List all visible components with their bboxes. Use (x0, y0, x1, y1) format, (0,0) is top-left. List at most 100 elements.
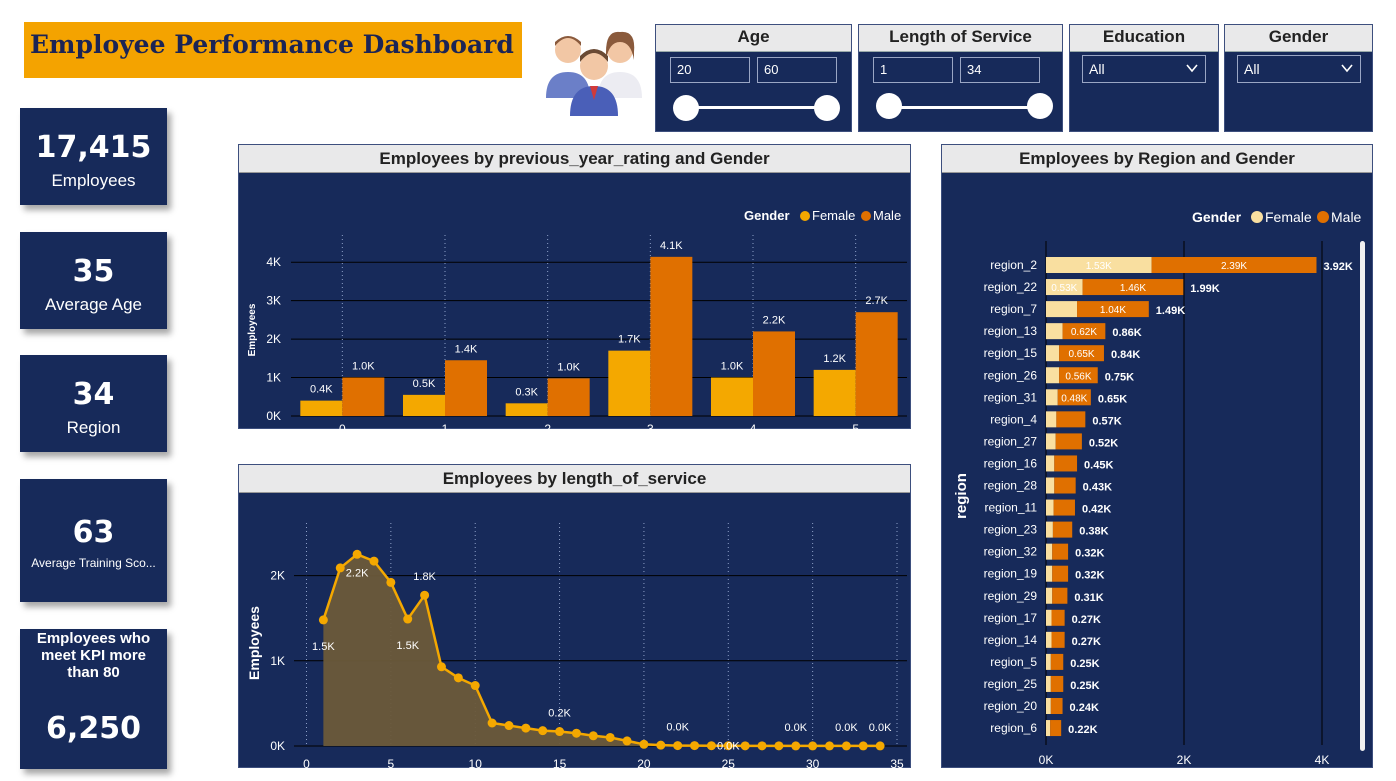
region-label: region_32 (984, 545, 1038, 559)
data-point (571, 728, 581, 738)
region-label: region_19 (984, 567, 1038, 581)
age-slider-max-handle[interactable] (814, 95, 840, 121)
legend-female-label: Female (812, 208, 855, 223)
point-data-label: 0.0K (666, 722, 689, 734)
total-data-label: 0.22K (1068, 724, 1097, 736)
female-data-label: 1.53K (1086, 261, 1112, 272)
male-bar (1052, 543, 1069, 560)
female-bar (1046, 653, 1051, 670)
bar-data-label: 0.4K (310, 384, 333, 396)
region-label: region_17 (984, 611, 1038, 625)
data-point (369, 556, 379, 566)
region-label: region_27 (984, 434, 1038, 448)
x-tick-label: 0 (339, 422, 346, 429)
service-slicer-title: Length of Service (859, 25, 1062, 52)
male-bar (1056, 411, 1086, 428)
region-label: region_25 (984, 677, 1038, 691)
region-label: region_6 (990, 721, 1037, 735)
female-bar (608, 350, 651, 416)
male-bar (1054, 455, 1078, 472)
average-age-card: 35 Average Age (20, 232, 167, 329)
region-label: region_31 (984, 390, 1038, 404)
education-dropdown[interactable]: All (1082, 55, 1206, 83)
region-label: region_13 (984, 324, 1038, 338)
service-max-input[interactable]: 34 (960, 57, 1040, 83)
age-max-input[interactable]: 60 (757, 57, 837, 83)
region-chart-title: Employees by Region and Gender (942, 145, 1372, 173)
region-card: 34 Region (20, 355, 167, 452)
y-tick-label: 0K (266, 409, 281, 423)
bar-data-label: 1.2K (823, 353, 846, 365)
point-data-label: 2.2K (346, 567, 369, 579)
total-data-label: 0.31K (1074, 592, 1103, 604)
point-data-label: 1.8K (413, 571, 436, 583)
male-bar (855, 312, 898, 416)
data-point (403, 614, 413, 624)
y-axis-title: Employees (247, 303, 258, 356)
x-tick-label: 15 (553, 757, 567, 768)
male-bar (1054, 477, 1076, 494)
region-value: 34 (72, 377, 115, 412)
male-data-label: 1.46K (1120, 283, 1146, 294)
x-tick-label: 35 (890, 757, 904, 768)
region-label: region_26 (984, 368, 1038, 382)
service-slider-min-handle[interactable] (876, 93, 902, 119)
data-point (740, 741, 750, 751)
point-data-label: 0.0K (717, 741, 740, 753)
total-data-label: 0.24K (1070, 702, 1099, 714)
female-bar (1046, 433, 1056, 450)
bar-data-label: 1.4K (455, 343, 478, 355)
data-point (622, 736, 632, 746)
legend-male-label: Male (1331, 209, 1362, 225)
employees-value: 17,415 (35, 130, 152, 165)
total-data-label: 0.86K (1112, 327, 1141, 339)
female-bar (1046, 499, 1054, 516)
gender-dropdown[interactable]: All (1237, 55, 1361, 83)
legend-title: Gender (744, 208, 790, 223)
x-tick-label: 5 (388, 757, 395, 768)
male-bar (1082, 279, 1184, 296)
male-data-label: 0.62K (1071, 327, 1097, 338)
service-slicer: Length of Service 1 34 (858, 24, 1063, 132)
data-point (555, 727, 565, 737)
y-tick-label: 2K (266, 332, 281, 346)
age-slider-min-handle[interactable] (673, 95, 699, 121)
data-point (335, 563, 345, 573)
total-data-label: 0.38K (1079, 526, 1108, 538)
female-bar (300, 400, 343, 416)
age-slider-track[interactable] (686, 106, 826, 109)
data-point (875, 741, 885, 751)
training-score-card: 63 Average Training Sco... (20, 479, 167, 602)
service-min-input[interactable]: 1 (873, 57, 953, 83)
female-bar (1046, 301, 1078, 318)
legend-male-marker (861, 211, 871, 221)
female-bar (1046, 675, 1051, 692)
dashboard-title-box: Employee Performance Dashboard (24, 22, 522, 78)
female-bar (1046, 565, 1053, 582)
data-point (487, 718, 497, 728)
y-tick-label: 0K (270, 739, 285, 753)
total-data-label: 0.52K (1089, 437, 1118, 449)
training-score-label: Average Training Sco... (31, 556, 156, 570)
bar-data-label: 1.0K (557, 361, 580, 373)
rating-chart: Gender Female Male 0K 1K 2K 3K 4K Employees 0.4K 1… (247, 208, 907, 454)
female-bar (1046, 389, 1058, 406)
service-slider-track[interactable] (889, 106, 1039, 109)
region-label: region_7 (990, 302, 1037, 316)
age-min-input[interactable]: 20 (670, 57, 750, 83)
service-slider-max-handle[interactable] (1027, 93, 1053, 119)
female-bar (1046, 720, 1051, 737)
male-bar (1055, 433, 1082, 450)
male-bar (1059, 345, 1104, 362)
employees-label: Employees (51, 171, 136, 190)
male-data-label: 0.48K (1061, 393, 1087, 404)
male-bar (1062, 323, 1106, 340)
bar-data-label: 1.7K (618, 334, 641, 346)
female-bar (1046, 477, 1055, 494)
region-label: region_4 (990, 412, 1037, 426)
region-chart: GenderFemaleMale0K2K4KregionCount of emp… (953, 209, 1365, 781)
x-tick-label: 2K (1177, 753, 1192, 767)
data-point (436, 662, 446, 672)
total-data-label: 0.42K (1082, 504, 1111, 516)
data-point (841, 741, 851, 751)
